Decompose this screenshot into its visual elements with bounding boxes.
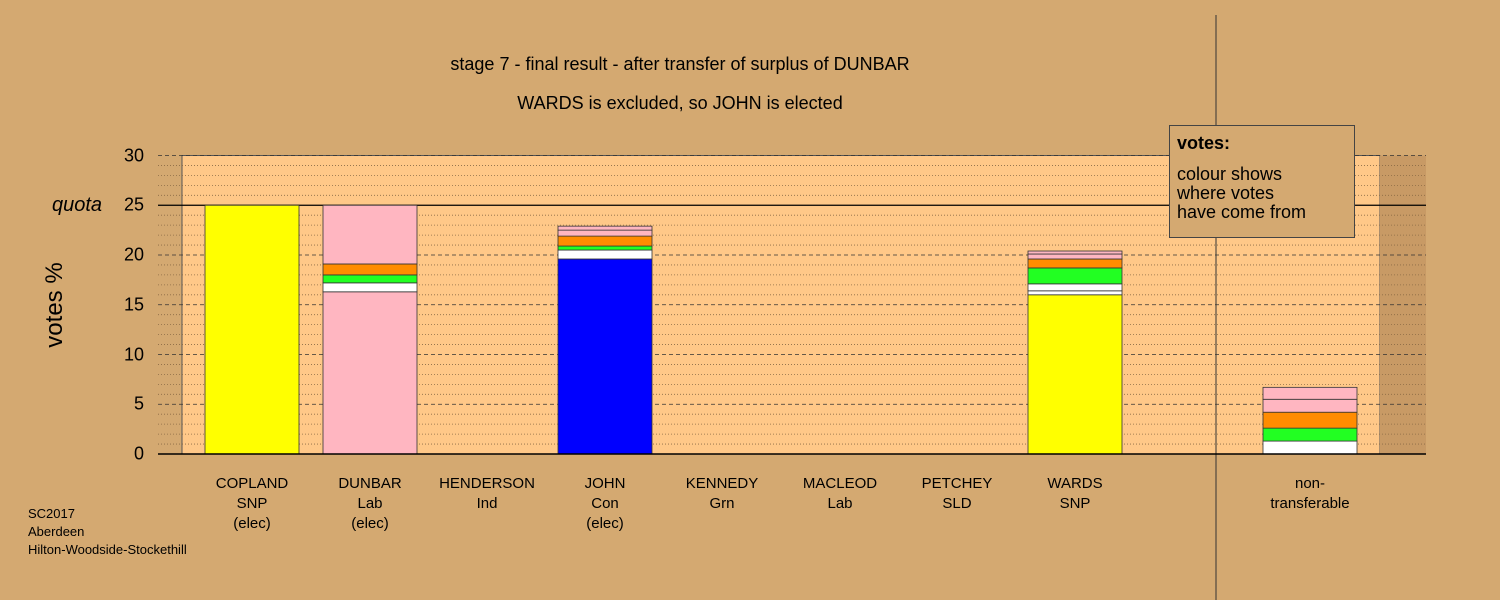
chart-subtitle: WARDS is excluded, so JOHN is elected xyxy=(517,93,843,113)
bar-segment xyxy=(557,258,653,455)
bar-segment xyxy=(1027,258,1123,269)
candidate-label: PETCHEY SLD xyxy=(921,475,993,512)
nontransferable-label: non-transferable xyxy=(1270,475,1350,512)
candidate-label: MACLEOD Lab xyxy=(802,475,878,512)
bar-segment xyxy=(557,249,653,260)
nontransferable-segment xyxy=(1262,440,1358,455)
bar-segment xyxy=(1027,253,1123,260)
bar-segment xyxy=(557,245,653,251)
bar-segment xyxy=(322,274,418,284)
candidate-label: HENDERSON Ind xyxy=(439,475,535,512)
nontransferable-segment xyxy=(1262,411,1358,429)
candidate-label: KENNEDY Grn xyxy=(685,475,759,512)
legend-title: votes: xyxy=(1177,133,1231,153)
nontransferable-segment xyxy=(1262,386,1358,400)
bar-segment xyxy=(1027,283,1123,292)
quota-label: quota xyxy=(52,194,103,216)
y-tick-label: 10 xyxy=(123,344,144,364)
footer-ward: Hilton-Woodside-Stockethill xyxy=(28,542,187,557)
footer-council: Aberdeen xyxy=(28,524,85,539)
bar-segment xyxy=(322,263,418,276)
bar-segment xyxy=(557,235,653,247)
y-tick-label: 30 xyxy=(123,145,144,165)
bar-segment xyxy=(322,291,418,455)
bar-segment xyxy=(1027,250,1123,255)
bar-segment xyxy=(204,204,300,455)
footer-info: SC2017 Aberdeen Hilton-Woodside-Stocketh… xyxy=(28,505,187,559)
bar-segment xyxy=(322,204,418,265)
y-tick-label: 25 xyxy=(123,194,144,215)
bar-segment xyxy=(1027,290,1123,296)
chart-title: stage 7 - final result - after transfer … xyxy=(450,54,910,74)
y-tick-label: 5 xyxy=(133,393,144,414)
y-tick-label: 0 xyxy=(133,443,144,464)
y-tick-label: 20 xyxy=(123,244,144,265)
candidate-label: WARDS SNP xyxy=(1047,475,1103,512)
bar-segment xyxy=(322,282,418,293)
candidate-label: JOHN Con (elec) xyxy=(584,475,626,532)
legend-line: have come from xyxy=(1177,202,1307,222)
y-axis-label: votes % xyxy=(41,262,68,348)
nontransferable-segment xyxy=(1262,427,1358,442)
bar-segment xyxy=(1027,267,1123,285)
candidate-label: COPLAND SNP (elec) xyxy=(215,475,289,532)
bar-segment xyxy=(557,229,653,237)
y-tick-label: 15 xyxy=(123,294,144,315)
nontransferable-segment xyxy=(1262,398,1358,413)
bar-segment xyxy=(557,225,653,231)
bar-segment xyxy=(1027,294,1123,455)
legend-line: where votes xyxy=(1177,183,1275,203)
legend-line: colour shows xyxy=(1177,164,1283,184)
legend: votes: colour shows where votes have com… xyxy=(1169,125,1355,238)
candidate-label: DUNBAR Lab (elec) xyxy=(338,475,402,532)
footer-election: SC2017 xyxy=(28,506,75,521)
